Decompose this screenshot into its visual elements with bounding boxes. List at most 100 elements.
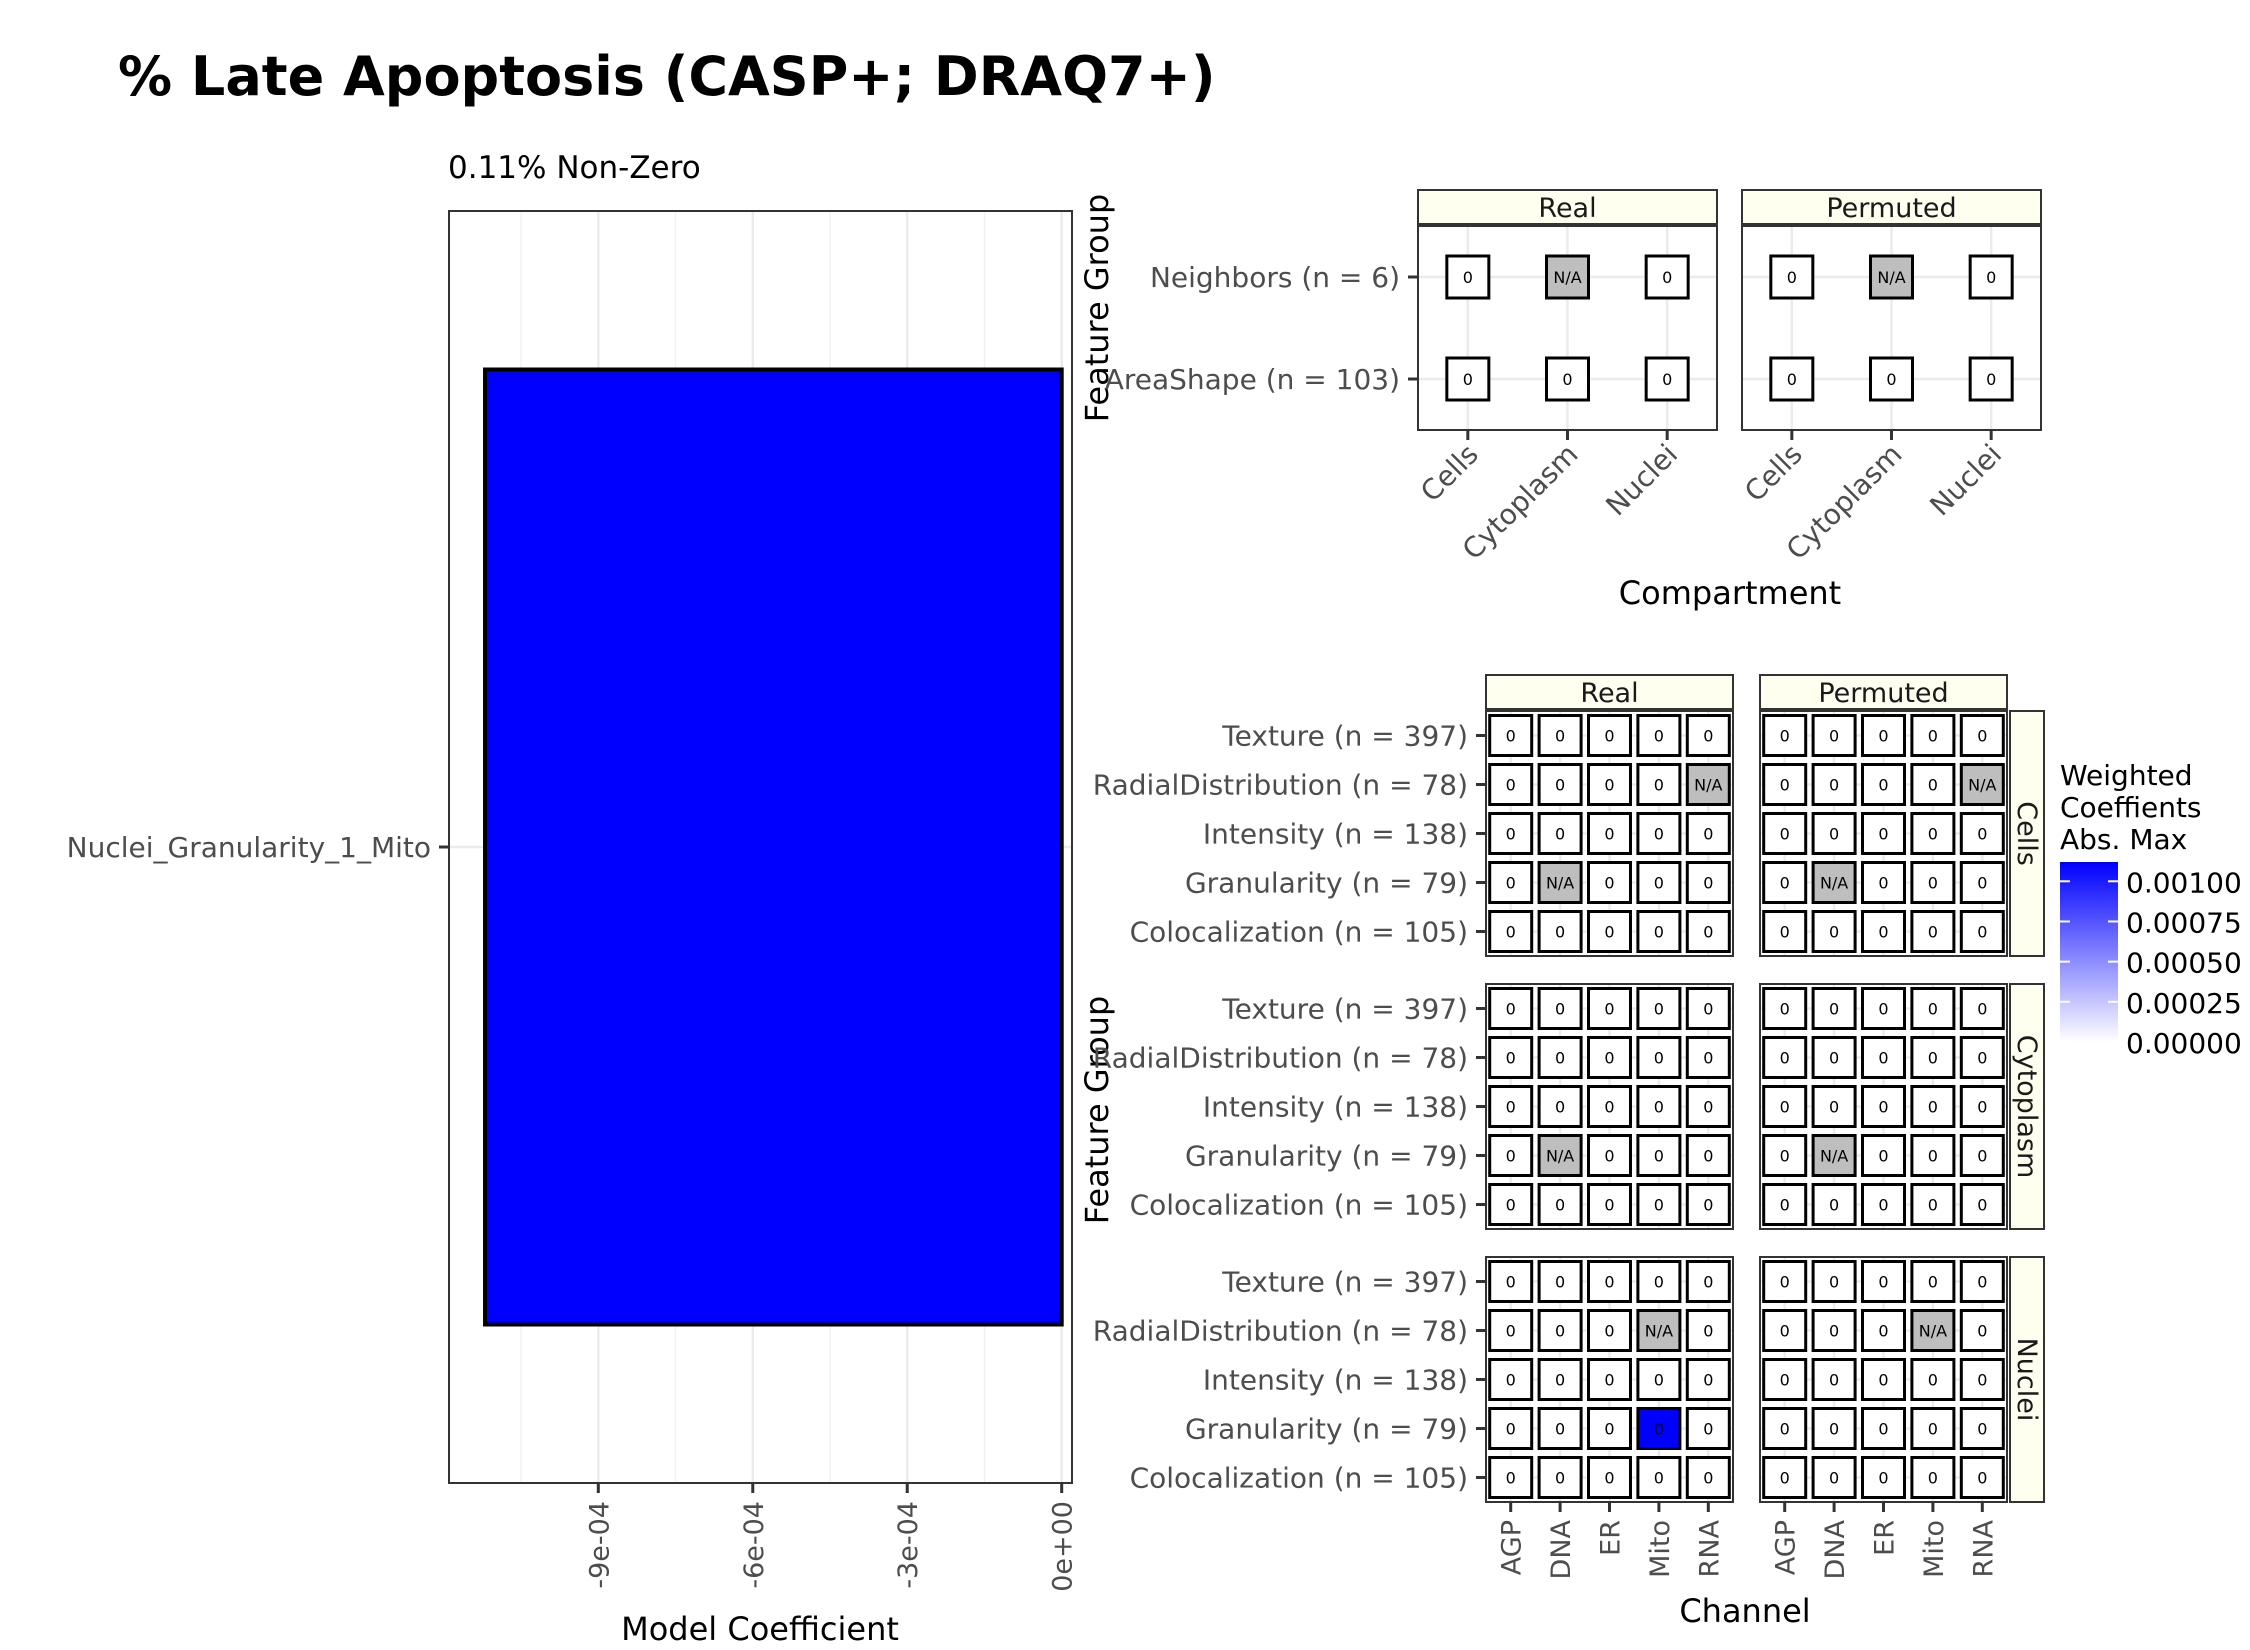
heatmap-cell xyxy=(1811,1407,1857,1450)
heatmap-cell xyxy=(1762,1456,1808,1499)
heatmap-cell xyxy=(1762,861,1808,904)
heatmap-cell-label: 0 xyxy=(1928,1195,1938,1214)
heatmap-cell xyxy=(1959,1260,2005,1303)
heatmap-cell-label: 0 xyxy=(1977,1272,1987,1291)
y-tick-label: Nuclei_Granularity_1_Mito xyxy=(67,831,431,864)
y-tick-label: Intensity (n = 138) xyxy=(1203,818,1468,851)
heatmap-cell xyxy=(1762,714,1808,757)
heatmap-cell-label: N/A xyxy=(1820,873,1848,892)
row-facet-strip-label: Cytoplasm xyxy=(2011,1035,2042,1179)
heatmap-cell-label: 0 xyxy=(1604,1419,1614,1438)
heatmap-cell xyxy=(1861,910,1906,953)
heatmap-cell-label: 0 xyxy=(1555,1419,1565,1438)
heatmap-cell xyxy=(1762,910,1808,953)
heatmap-cell xyxy=(1537,1309,1583,1352)
heatmap-cell-label: 0 xyxy=(1977,1468,1987,1487)
heatmap-cell-label: 0 xyxy=(1506,775,1516,794)
heatmap-cell-label: 0 xyxy=(1928,1370,1938,1389)
facet-strip-label: Permuted xyxy=(1826,193,1956,224)
heatmap-cell-label: 0 xyxy=(1604,726,1614,745)
heatmap-cell xyxy=(1537,1085,1583,1128)
legend-tick-label: 0.00075 xyxy=(2126,906,2242,939)
heatmap-cell xyxy=(1959,812,2005,855)
heatmap-cell-label: 0 xyxy=(1703,873,1713,892)
y-tick-label: Texture (n = 397) xyxy=(1221,993,1468,1026)
heatmap-cell-label: 0 xyxy=(1555,824,1565,843)
row-facet-nuclei: 0 0 0 0 00 0 0 N/A 00 0 0 0 00 0 0 0 00 0 0 0 00 0 0 0 00 0 0 N/A 00… xyxy=(1093,1256,2045,1503)
heatmap-cell xyxy=(1587,1456,1632,1499)
heatmap-cell-label: 0 xyxy=(1604,873,1614,892)
heatmap-cell-label: 0 xyxy=(1780,1468,1790,1487)
heatmap-cell-label: 0 xyxy=(1654,1097,1664,1116)
heatmap-cell-label: 0 xyxy=(1928,824,1938,843)
heatmap-cell xyxy=(1811,1085,1857,1128)
heatmap-cell-label: 0 xyxy=(1555,1048,1565,1067)
heatmap-cell xyxy=(1636,910,1682,953)
heatmap-cell-label: 0 xyxy=(1878,1468,1888,1487)
heatmap-cell xyxy=(1762,1183,1808,1226)
heatmap-cell xyxy=(1545,356,1590,402)
heatmap-cell-label: 0 xyxy=(1555,1272,1565,1291)
heatmap-cell-label: 0 xyxy=(1829,1272,1839,1291)
heatmap-cell-label: 0 xyxy=(1928,726,1938,745)
heatmap-cell xyxy=(1762,1036,1808,1079)
heatmap-cell-label: 0 xyxy=(1604,1146,1614,1165)
facet-real: 0 0 0 0 0 0 0 0 0 N/A 0 0 0 0 0 0 N/A 0 0 0 0 0 0 0 0 Real xyxy=(1485,674,1734,957)
figure-title: % Late Apoptosis (CASP+; DRAQ7+) xyxy=(118,45,1216,108)
heatmap-cell-label: 0 xyxy=(1780,1272,1790,1291)
heatmap-cell xyxy=(1685,987,1731,1030)
x-tick-label: Mito xyxy=(1645,1520,1676,1578)
heatmap-cell xyxy=(1537,1134,1583,1177)
heatmap-cell-label: 0 xyxy=(1703,1048,1713,1067)
heatmap-cell-label: 0 xyxy=(1703,999,1713,1018)
heatmap-cell-label: 0 xyxy=(1604,1370,1614,1389)
heatmap-cell xyxy=(1959,1456,2005,1499)
x-tick-label: -6e-04 xyxy=(739,1501,770,1589)
heatmap-cell xyxy=(1910,812,1956,855)
heatmap-cell xyxy=(1488,1260,1534,1303)
heatmap-cell xyxy=(1488,1183,1534,1226)
heatmap-cell-label: 0 xyxy=(1654,1272,1664,1291)
heatmap-cell-label: 0 xyxy=(1780,824,1790,843)
heatmap-cell xyxy=(1587,910,1632,953)
heatmap-cell xyxy=(1537,910,1583,953)
heatmap-cell-label: 0 xyxy=(1703,1195,1713,1214)
heatmap-cell xyxy=(1445,254,1491,300)
heatmap-cell-label: 0 xyxy=(1977,1048,1987,1067)
heatmap-cell xyxy=(1587,763,1632,806)
heatmap-cell xyxy=(1587,812,1632,855)
heatmap-cell-label: 0 xyxy=(1604,1321,1614,1340)
heatmap-cell xyxy=(1811,1309,1857,1352)
heatmap-cell xyxy=(1685,1085,1731,1128)
heatmap-cell-label: 0 xyxy=(1463,370,1473,389)
heatmap-cell xyxy=(1861,1309,1906,1352)
heatmap-cell-label: 0 xyxy=(1555,999,1565,1018)
heatmap-cell xyxy=(1910,1085,1956,1128)
heatmap-cell xyxy=(1587,1085,1632,1128)
heatmap-cell-label: N/A xyxy=(1645,1321,1673,1340)
heatmap-cell-label: 0 xyxy=(1878,1146,1888,1165)
heatmap-cell-label: 0 xyxy=(1787,370,1797,389)
heatmap-cell xyxy=(1488,987,1534,1030)
heatmap-cell-label: N/A xyxy=(1877,268,1905,287)
heatmap-cell xyxy=(1636,1134,1682,1177)
heatmap-cell xyxy=(1861,1260,1906,1303)
heatmap-cell xyxy=(1488,910,1534,953)
heatmap-cell-label: 0 xyxy=(1654,999,1664,1018)
heatmap-cell xyxy=(1685,1407,1731,1450)
heatmap-cell-label: 0 xyxy=(1555,775,1565,794)
heatmap-cell xyxy=(1811,1260,1857,1303)
heatmap-cell xyxy=(1685,1183,1731,1226)
heatmap-cell xyxy=(1488,1085,1534,1128)
heatmap-cell-label: N/A xyxy=(1919,1321,1947,1340)
compartment-y-axis-title: Feature Group xyxy=(1078,194,1116,423)
heatmap-cell xyxy=(1861,812,1906,855)
heatmap-cell-label: 0 xyxy=(1829,1048,1839,1067)
row-facet-strip-label: Cells xyxy=(2011,801,2042,866)
facet-permuted: 0 0 0 0 0 0 0 0 N/A 0 0 0 0 0 0 0 0 0 0 0 0 0 0 0 0 xyxy=(1759,1256,2008,1503)
heatmap-cell xyxy=(1910,1260,1956,1303)
heatmap-cell xyxy=(1685,714,1731,757)
heatmap-cell xyxy=(1769,254,1815,300)
